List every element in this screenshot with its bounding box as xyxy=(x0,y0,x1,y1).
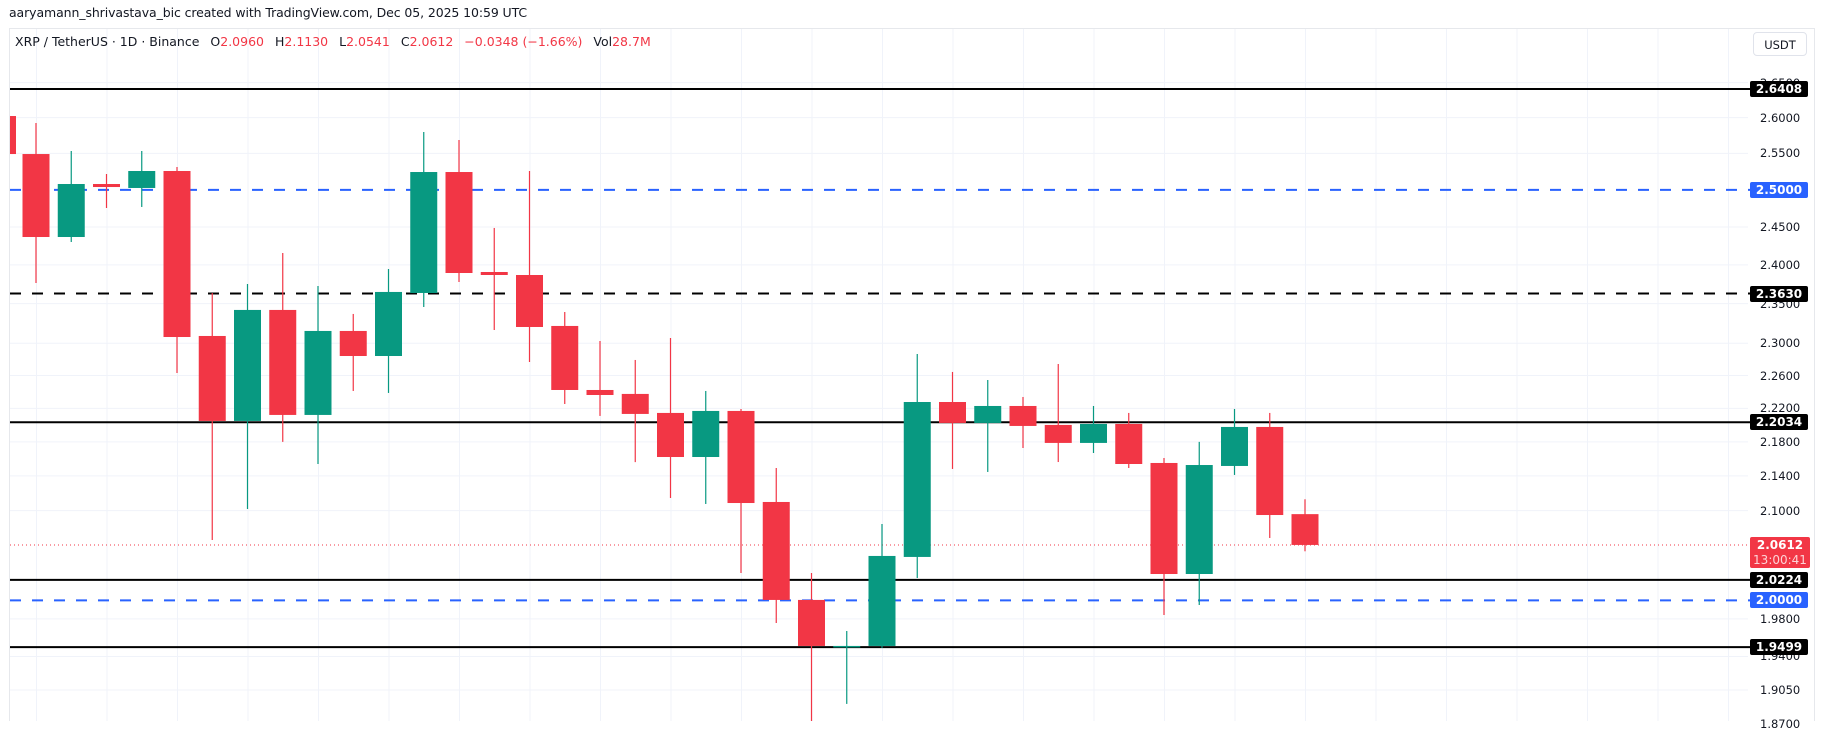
chart-credit: aaryamann_shrivastava_bic created with T… xyxy=(9,5,528,20)
level-price-tag: 2.2034 xyxy=(1750,414,1808,431)
axis-tick-label: 2.2200 xyxy=(1760,401,1801,416)
candle xyxy=(269,253,297,442)
candle xyxy=(198,292,226,540)
candle xyxy=(692,390,720,504)
axis-tick-label: 2.1400 xyxy=(1760,468,1801,483)
candle xyxy=(1080,405,1107,454)
candles xyxy=(10,116,1319,721)
candle xyxy=(868,523,896,648)
symbol-legend: XRP / TetherUS · 1D · Binance O2.0960 H2… xyxy=(15,34,651,49)
candle xyxy=(1009,396,1037,449)
candle xyxy=(586,340,614,416)
candle xyxy=(516,170,543,362)
close-label: C xyxy=(400,34,410,49)
candle xyxy=(93,173,120,209)
level-price-tag: 1.9499 xyxy=(1750,639,1808,656)
high-label: H xyxy=(274,34,285,49)
candle xyxy=(798,573,825,721)
candle xyxy=(939,371,966,469)
candle xyxy=(1115,412,1143,469)
candle xyxy=(57,150,85,242)
axis-tick-label: 2.4000 xyxy=(1760,257,1801,272)
level-price-tag: 2.5000 xyxy=(1750,181,1808,198)
candle xyxy=(1291,499,1319,552)
currency-button[interactable]: USDT xyxy=(1753,32,1807,56)
candle xyxy=(903,353,931,578)
candle xyxy=(1044,363,1072,463)
axis-tick-label: 2.5500 xyxy=(1760,146,1801,161)
candle xyxy=(22,122,50,283)
candle xyxy=(445,140,473,282)
candle xyxy=(762,468,790,623)
candle xyxy=(339,313,367,391)
current-price-tag: 2.0612 13:00:41 xyxy=(1750,537,1810,568)
current-price: 2.0612 xyxy=(1756,538,1804,552)
low-label: L xyxy=(339,34,347,49)
candle xyxy=(833,631,861,704)
level-price-tag: 2.3630 xyxy=(1750,285,1808,302)
low-value: 2.0541 xyxy=(346,34,390,49)
candle xyxy=(375,268,402,393)
bar-countdown: 13:00:41 xyxy=(1753,553,1807,567)
volume-label: Vol xyxy=(593,34,613,49)
symbol-title[interactable]: XRP / TetherUS · 1D · Binance xyxy=(15,34,200,49)
candle xyxy=(1256,412,1284,538)
candle xyxy=(621,359,649,463)
candle xyxy=(974,380,1002,472)
axis-tick-label: 2.6000 xyxy=(1760,110,1801,125)
axis-tick-label: 1.9050 xyxy=(1760,682,1801,697)
volume-value: 28.7M xyxy=(612,34,651,49)
high-value: 2.1130 xyxy=(284,34,329,49)
axis-tick-label: 1.9800 xyxy=(1760,611,1801,626)
candle xyxy=(1221,408,1248,475)
candle xyxy=(727,408,755,574)
axis-tick-label: 2.1000 xyxy=(1760,503,1801,518)
candle xyxy=(234,283,261,509)
open-value: 2.0960 xyxy=(220,34,264,49)
open-label: O xyxy=(210,34,221,49)
chart-frame xyxy=(9,28,1815,721)
axis-tick-label: 1.8700 xyxy=(1760,717,1801,731)
level-price-tag: 2.0000 xyxy=(1750,592,1808,609)
axis-tick-label: 2.2600 xyxy=(1760,368,1801,383)
axis-tick-label: 2.4500 xyxy=(1760,219,1801,234)
axis-tick-label: 2.3000 xyxy=(1760,336,1801,351)
candle xyxy=(410,132,438,307)
candle xyxy=(128,150,156,207)
candle xyxy=(1150,457,1178,615)
candle xyxy=(1185,441,1213,606)
level-price-tag: 2.0224 xyxy=(1750,571,1808,588)
axis-tick-label: 2.1800 xyxy=(1760,434,1801,449)
candle xyxy=(10,116,16,155)
candle xyxy=(551,311,579,404)
candle xyxy=(304,285,332,464)
candle xyxy=(163,166,191,373)
change-value: −0.0348 (−1.66%) xyxy=(464,34,583,49)
candle xyxy=(657,337,684,498)
horizontal-levels xyxy=(10,88,1750,649)
level-price-tag: 2.6408 xyxy=(1750,81,1808,97)
candle xyxy=(480,227,508,331)
close-value: 2.0612 xyxy=(409,34,454,49)
